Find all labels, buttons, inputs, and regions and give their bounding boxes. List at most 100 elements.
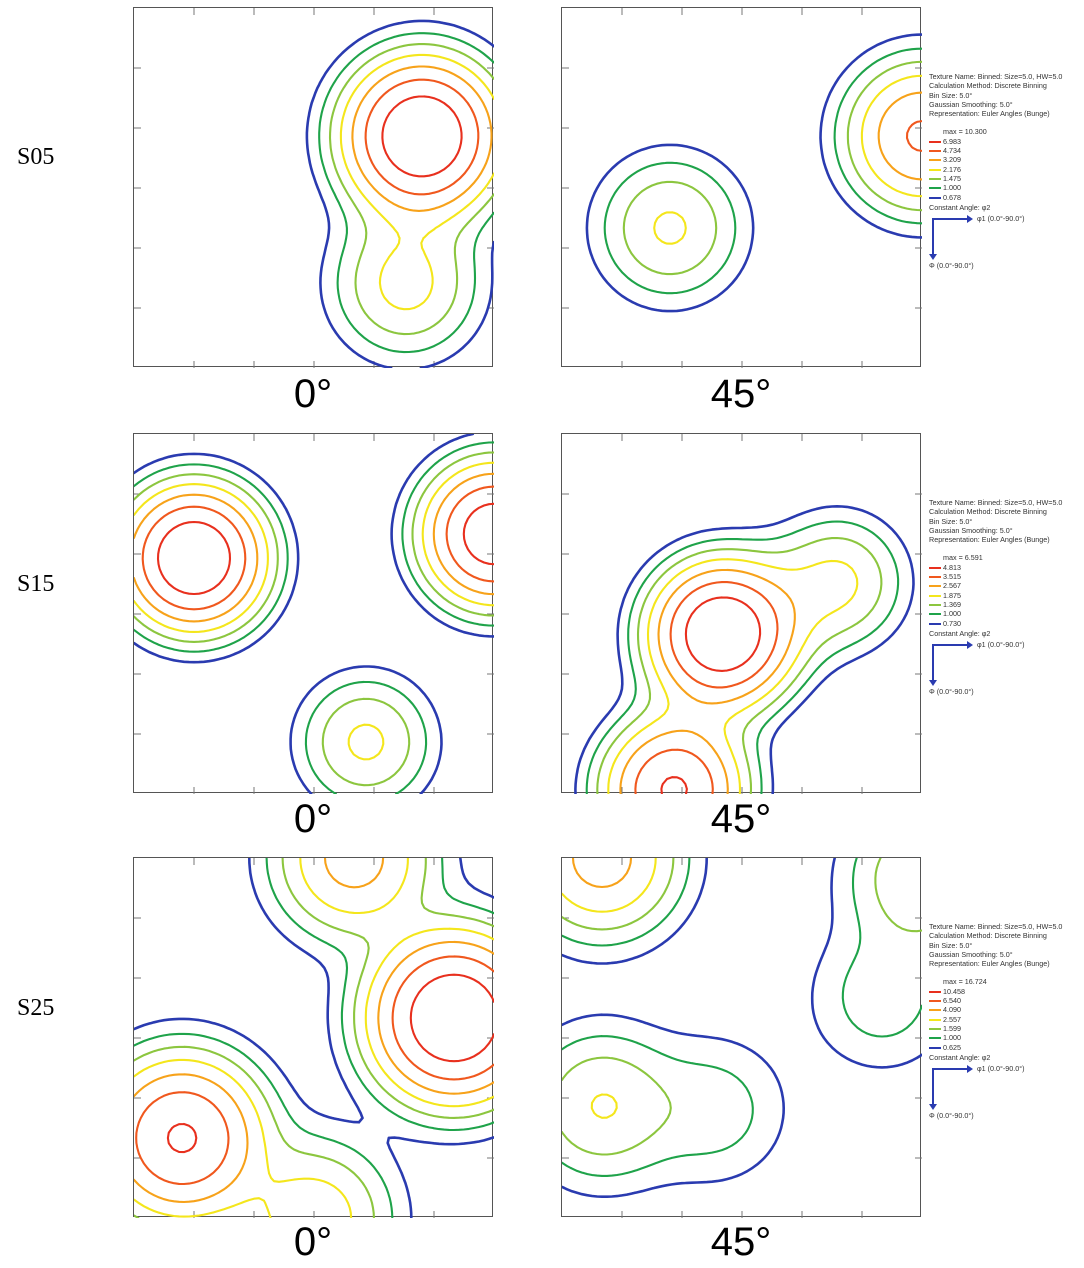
contour-level-2 [905, 120, 922, 152]
axis-ticks [134, 434, 494, 794]
angle-label: 0° [293, 1220, 333, 1264]
legend-level: 2.567 [929, 581, 1084, 590]
contour-level-4 [134, 858, 494, 1218]
legend-max: max = 10.300 [943, 127, 987, 137]
contour-level-2 [364, 78, 480, 196]
contour-level-1 [166, 973, 494, 1154]
legend-meta: Bin Size: 5.0° [929, 940, 973, 950]
axis-ticks [562, 858, 922, 1218]
contour-level-3 [134, 858, 494, 1204]
legend-meta: Calculation Method: Discrete Binning [929, 81, 1047, 91]
legend-meta: Bin Size: 5.0° [929, 516, 973, 526]
contour-level-6 [134, 858, 494, 1218]
legend-level: 1.475 [929, 174, 1084, 183]
legend-level: 0.678 [929, 193, 1084, 202]
axis-ticks [134, 8, 494, 368]
contour-level-1 [156, 502, 494, 596]
legend-level: 4.734 [929, 146, 1084, 155]
contour-level-5 [328, 43, 494, 336]
legend-level: 4.813 [929, 563, 1084, 572]
legend-meta: Gaussian Smoothing: 5.0° [929, 949, 1013, 959]
axis-ticks [562, 8, 922, 368]
legend-y-axis: Φ (0.0°-90.0°) [929, 1111, 974, 1121]
contour-level-5 [596, 536, 883, 794]
legend-meta: Texture Name: Binned: Size=5.0, HW=5.0 [929, 72, 1063, 81]
contour-level-4 [339, 53, 494, 311]
legend-meta: Calculation Method: Discrete Binning [929, 931, 1047, 941]
legend-meta: Texture Name: Binned: Size=5.0, HW=5.0 [929, 922, 1063, 931]
legend-y-axis: Φ (0.0°-90.0°) [929, 261, 974, 271]
contour-level-6 [603, 47, 922, 295]
legend-s15: Texture Name: Binned: Size=5.0, HW=5.0 C… [929, 498, 1084, 698]
row-label-s25: S25 [17, 995, 55, 1021]
contour-level-4 [653, 74, 922, 245]
axis-ticks [134, 858, 494, 1218]
contour-level-7 [134, 858, 494, 1218]
contour-level-3 [351, 65, 493, 212]
contour-level-4 [607, 558, 859, 794]
legend-meta: Representation: Euler Angles (Bunge) [929, 959, 1050, 969]
odf-contour-plot [562, 858, 922, 1218]
legend-s05: Texture Name: Binned: Size=5.0, HW=5.0 C… [929, 72, 1084, 272]
contour-level-1 [381, 95, 463, 178]
legend-meta: Bin Size: 5.0° [929, 90, 973, 100]
odf-panel-s15-45 [561, 433, 922, 794]
legend-meta: Calculation Method: Discrete Binning [929, 507, 1047, 517]
contour-level-5 [134, 451, 494, 787]
odf-contour-plot [562, 434, 922, 794]
contour-level-3 [571, 858, 633, 889]
legend-level: 1.369 [929, 600, 1084, 609]
legend-level: 1.599 [929, 1024, 1084, 1033]
legend-max: max = 16.724 [943, 977, 987, 987]
odf-panel-s15-0 [133, 433, 494, 794]
odf-contour-plot [134, 434, 494, 794]
contour-level-3 [877, 91, 922, 181]
contour-level-7 [305, 19, 494, 368]
contour-level-2 [141, 485, 494, 611]
contour-level-3 [619, 568, 796, 794]
legend-level: 0.625 [929, 1043, 1084, 1052]
legend-constant-angle: Constant Angle: φ2 [929, 202, 991, 212]
legend-meta: Gaussian Smoothing: 5.0° [929, 525, 1013, 535]
odf-panel-s05-45 [561, 7, 922, 368]
legend-max: max = 6.591 [943, 553, 983, 563]
contour-level-2 [135, 955, 494, 1186]
contour-level-6 [134, 441, 494, 794]
axis-ticks [562, 434, 922, 794]
legend-level: 1.000 [929, 1033, 1084, 1042]
odf-panel-s05-0 [133, 7, 494, 368]
legend-level: 10.458 [929, 987, 1084, 996]
legend-level: 2.557 [929, 1015, 1084, 1024]
odf-contour-plot [562, 8, 922, 368]
contour-level-5 [562, 858, 922, 1156]
legend-level: 1.875 [929, 591, 1084, 600]
legend-meta: Representation: Euler Angles (Bunge) [929, 109, 1050, 119]
angle-label: 45° [710, 372, 772, 416]
legend-meta: Texture Name: Binned: Size=5.0, HW=5.0 [929, 498, 1063, 507]
legend-x-axis: φ1 (0.0°-90.0°) [977, 214, 1025, 224]
angle-label: 45° [710, 797, 772, 841]
contour-level-4 [562, 858, 657, 1119]
legend-level: 3.515 [929, 572, 1084, 581]
legend-s25: Texture Name: Binned: Size=5.0, HW=5.0 C… [929, 922, 1084, 1122]
odf-panel-s25-0 [133, 857, 494, 1218]
contour-level-6 [318, 32, 494, 354]
angle-label: 45° [710, 1220, 772, 1264]
legend-level: 1.000 [929, 609, 1084, 618]
odf-contour-plot [134, 8, 494, 368]
angle-label: 0° [293, 372, 333, 416]
row-label-s05: S05 [17, 144, 55, 170]
contour-level-1 [660, 596, 762, 794]
legend-level: 4.090 [929, 1005, 1084, 1014]
contour-level-7 [562, 858, 922, 1198]
contour-level-7 [585, 33, 922, 313]
legend-constant-angle: Constant Angle: φ2 [929, 1052, 991, 1062]
contour-level-7 [134, 434, 494, 794]
legend-meta: Gaussian Smoothing: 5.0° [929, 99, 1013, 109]
contour-level-7 [574, 505, 915, 794]
contour-level-6 [585, 520, 900, 794]
contour-level-5 [622, 60, 922, 276]
contour-level-4 [134, 461, 494, 761]
legend-level: 0.730 [929, 619, 1084, 628]
contour-level-2 [634, 581, 779, 794]
